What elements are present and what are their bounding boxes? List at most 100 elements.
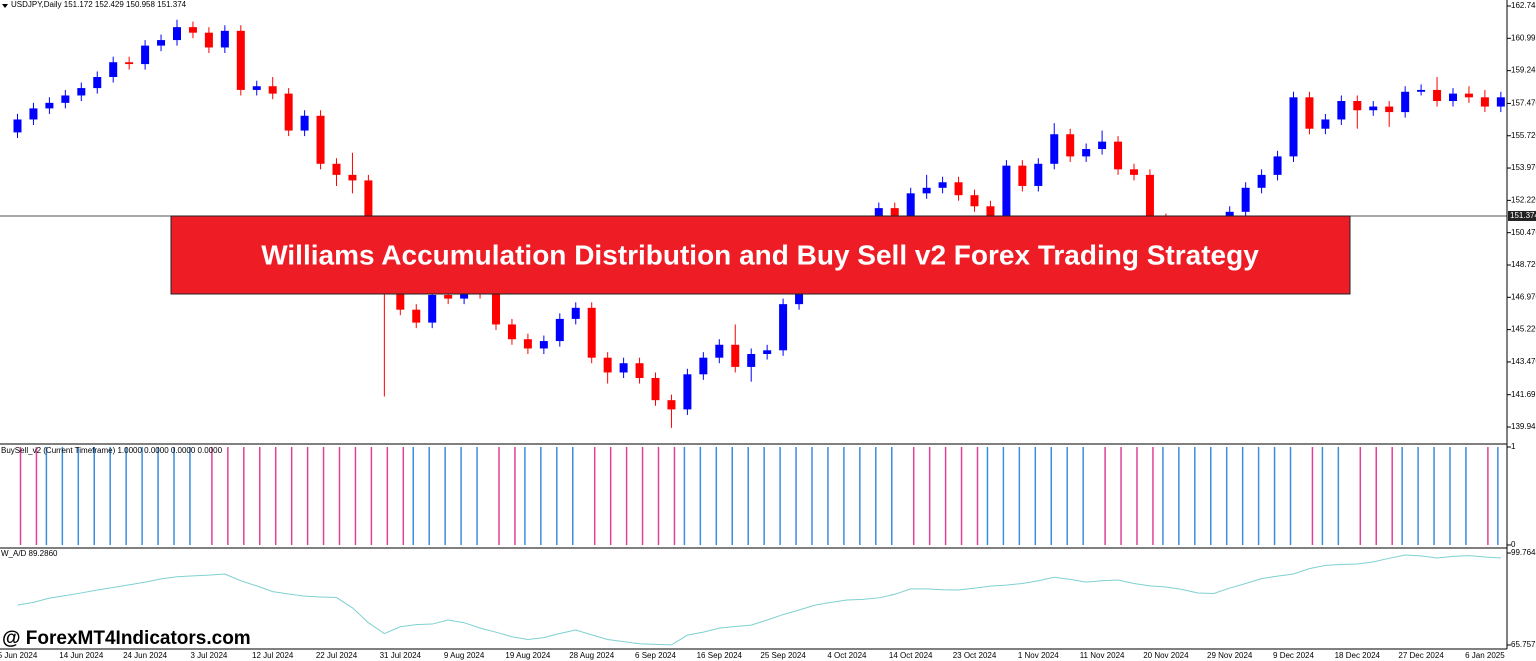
candle-body [1114, 141, 1123, 170]
y-tick-label: 65.7572 [1511, 640, 1536, 649]
x-tick-label: 28 Aug 2024 [569, 651, 614, 660]
candle-body [61, 95, 70, 103]
x-tick-label: 20 Nov 2024 [1143, 651, 1189, 660]
candle-body [1082, 149, 1091, 157]
x-tick-label: 22 Jul 2024 [316, 651, 358, 660]
x-tick-label: 24 Jun 2024 [123, 651, 168, 660]
candle-body [970, 195, 979, 207]
candle-body [1130, 169, 1138, 175]
x-tick-label: 11 Nov 2024 [1080, 651, 1125, 660]
x-tick-label: 31 Jul 2024 [380, 651, 422, 660]
candle-body [173, 27, 181, 41]
y-tick-label: 0 [1511, 540, 1516, 549]
y-tick-label: 146.970 [1511, 292, 1536, 301]
x-tick-label: 3 Jul 2024 [190, 651, 227, 660]
y-tick-label: 153.970 [1511, 163, 1536, 172]
candle-body [731, 344, 740, 367]
x-tick-label: 25 Sep 2024 [760, 651, 806, 660]
candle-body [1257, 174, 1266, 188]
candle-body [747, 353, 756, 367]
candle-body [13, 119, 22, 133]
candle-body [300, 115, 309, 131]
candle-body [364, 180, 373, 231]
candle-body [683, 374, 692, 410]
indicator-title: BuySell_v2 (Current Timeframe) 1.0000 0.… [1, 446, 223, 455]
candle-body [1305, 97, 1314, 129]
y-tick-label: 157.470 [1511, 99, 1536, 108]
candle-body [571, 307, 580, 319]
candle-body [699, 357, 708, 375]
candle-body [252, 86, 261, 90]
menu-triangle [2, 4, 8, 8]
indicator-title: W_A/D 89.2860 [1, 549, 58, 558]
candle-body [220, 30, 229, 48]
banner-title: Williams Accumulation Distribution and B… [261, 239, 1259, 270]
candle-body [1496, 97, 1505, 107]
candle-body [507, 324, 516, 340]
candle-body [1145, 174, 1154, 220]
candle-body [236, 30, 245, 90]
candle-body [188, 27, 197, 33]
candle-body [125, 62, 134, 65]
candle-body [1449, 93, 1457, 102]
x-tick-label: 9 Aug 2024 [444, 651, 485, 660]
candle-body [1321, 119, 1330, 129]
candle-body [141, 45, 150, 65]
chart-title: USDJPY,Daily 151.172 152.429 150.958 151… [11, 0, 187, 9]
y-tick-label: 150.470 [1511, 228, 1536, 237]
y-tick-label: 160.995 [1511, 33, 1536, 42]
candle-body [1369, 106, 1378, 111]
candle-body [1273, 156, 1282, 175]
x-tick-label: 6 Jan 2025 [1465, 651, 1505, 660]
candle-body [412, 309, 421, 323]
candle-body [1289, 97, 1298, 157]
candle-body [890, 208, 899, 218]
candle-body [539, 341, 548, 349]
candle-body [29, 108, 38, 120]
last-price-box [1508, 210, 1536, 221]
y-tick-label: 139.945 [1511, 422, 1536, 431]
x-tick-label: 18 Dec 2024 [1335, 651, 1381, 660]
candle-body [1098, 141, 1107, 150]
candle-body [667, 400, 676, 410]
x-tick-label: 12 Jul 2024 [252, 651, 294, 660]
candle-body [1034, 163, 1043, 186]
candle-body [1480, 97, 1489, 107]
candle-body [795, 285, 804, 305]
y-tick-label: 99.7648 [1511, 548, 1536, 557]
candle-body [284, 93, 293, 131]
candle-body [1066, 134, 1075, 157]
banner [170, 215, 1351, 295]
candle-body [555, 318, 564, 342]
candle-body [1401, 91, 1410, 113]
candle-body [715, 344, 724, 358]
candle-body [954, 182, 963, 196]
y-tick-label: 159.245 [1511, 66, 1536, 75]
x-tick-label: 4 Oct 2024 [827, 651, 867, 660]
candle-body [906, 193, 915, 218]
x-tick-label: 1 Nov 2024 [1018, 651, 1059, 660]
candle-body [45, 102, 54, 109]
candle-body [1464, 93, 1473, 98]
candle-body [523, 339, 532, 349]
candle-body [204, 32, 213, 48]
x-tick-label: 14 Jun 2024 [59, 651, 104, 660]
candle-body [779, 304, 788, 351]
candle-body [157, 40, 166, 46]
candle-body [428, 294, 437, 323]
y-tick-label: 1 [1511, 442, 1516, 451]
x-tick-label: 19 Aug 2024 [505, 651, 550, 660]
last-price-label: 151.374 [1510, 211, 1536, 220]
candle-body [1417, 89, 1426, 92]
y-tick-label: 155.720 [1511, 131, 1536, 140]
x-tick-label: 6 Sep 2024 [635, 651, 676, 660]
candle-body [1241, 187, 1250, 212]
watermark: @ ForexMT4Indicators.com [2, 628, 251, 649]
candle-body [763, 350, 772, 354]
candle-body [922, 187, 931, 194]
y-tick-label: 141.695 [1511, 390, 1536, 399]
candle-body [1050, 134, 1059, 164]
candle-body [1353, 101, 1362, 111]
